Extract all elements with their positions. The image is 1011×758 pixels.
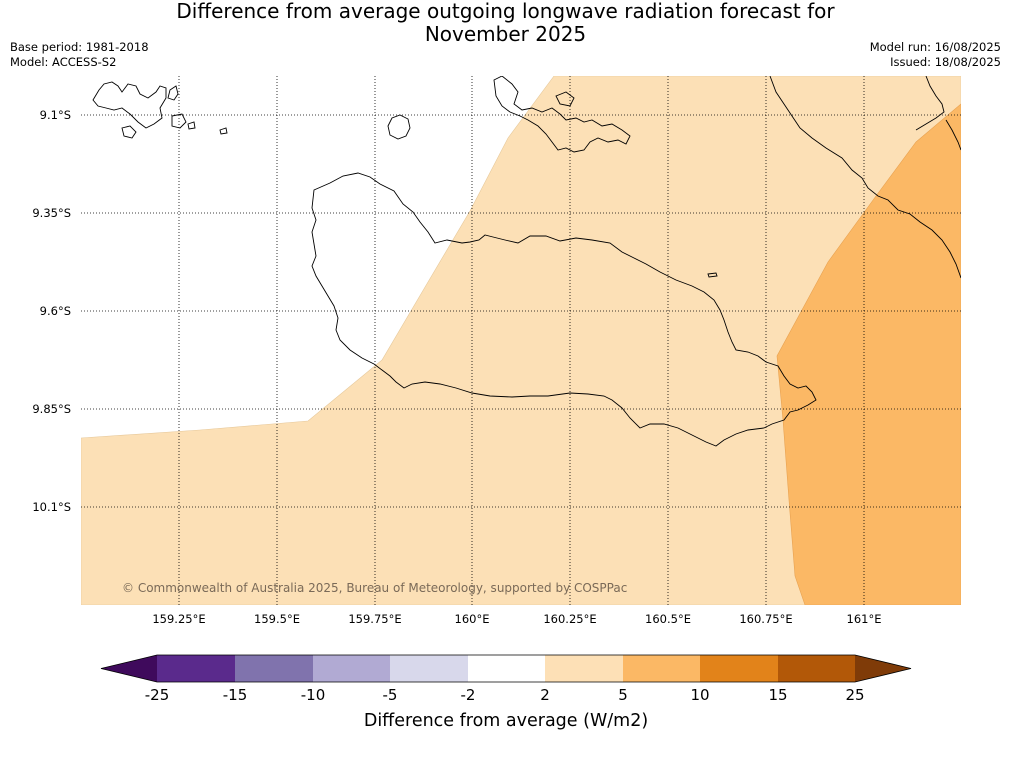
lat-label: 9.35°S <box>32 206 71 220</box>
island-cluster-nw <box>92 81 167 129</box>
base-period-text: Base period: 1981-2018 <box>10 40 149 54</box>
issued-text: Issued: 18/08/2025 <box>890 55 1001 69</box>
colorbar-tick: -15 <box>223 686 248 704</box>
island-round <box>387 114 411 140</box>
lon-label: 160.5°E <box>645 612 691 626</box>
lat-label: 9.6°S <box>40 304 71 318</box>
lon-label: 159.25°E <box>152 612 205 626</box>
colorbar-outline <box>100 654 912 683</box>
colorbar-tick: -10 <box>301 686 326 704</box>
colorbar-segment <box>700 655 778 682</box>
colorbar-tick: 15 <box>768 686 787 704</box>
lon-label: 161°E <box>847 612 882 626</box>
colorbar-tick: 5 <box>618 686 628 704</box>
meta-left: Base period: 1981-2018 Model: ACCESS-S2 <box>10 40 149 70</box>
title-line-2: November 2025 <box>424 22 587 46</box>
island-cluster-n <box>493 76 631 153</box>
lat-label: 10.1°S <box>32 500 71 514</box>
anomaly-region-5-to-10 <box>776 103 961 605</box>
colorbar-segment <box>157 655 235 682</box>
islet-small <box>707 272 718 278</box>
colorbar-segment <box>623 655 700 682</box>
island-coastline-ne-3 <box>945 119 961 151</box>
colorbar-segment <box>390 655 468 682</box>
lat-label: 9.85°S <box>32 402 71 416</box>
colorbar-ticks: -25 -15 -10 -5 -2 2 5 10 15 25 <box>145 686 865 704</box>
anomaly-region-2-to-5 <box>81 76 961 605</box>
model-text: Model: ACCESS-S2 <box>10 55 117 69</box>
colorbar-segment <box>778 655 855 682</box>
lon-label: 160°E <box>455 612 490 626</box>
colorbar-segment <box>468 655 545 682</box>
page-title: Difference from average outgoing longwav… <box>0 0 1011 46</box>
lon-label: 159.75°E <box>348 612 401 626</box>
lon-label: 159.5°E <box>254 612 300 626</box>
lon-label: 160.25°E <box>543 612 596 626</box>
colorbar-tick: -2 <box>461 686 476 704</box>
colorbar-tick: -5 <box>383 686 398 704</box>
model-run-text: Model run: 16/08/2025 <box>869 40 1001 54</box>
island-cluster-nw-2 <box>167 85 179 101</box>
lat-label: 9.1°S <box>40 108 71 122</box>
island-cluster-nw-3 <box>171 113 187 129</box>
lat-labels: 9.1°S 9.35°S 9.6°S 9.85°S 10.1°S <box>32 108 71 514</box>
island-cluster-nw-4 <box>121 125 137 139</box>
island-cluster-nw-6 <box>187 121 196 130</box>
gridlines <box>81 76 961 605</box>
colorbar-tick: 10 <box>690 686 709 704</box>
island-coastline-ne <box>769 76 961 279</box>
lon-labels: 159.25°E 159.5°E 159.75°E 160°E 160.25°E… <box>152 612 881 626</box>
colorbar-tick: 2 <box>540 686 550 704</box>
colorbar-tick: -25 <box>145 686 170 704</box>
island-coastline-main <box>311 172 817 447</box>
colorbar-title: Difference from average (W/m2) <box>364 711 648 731</box>
colorbar-segment <box>235 655 313 682</box>
copyright-text: © Commonwealth of Australia 2025, Bureau… <box>122 581 627 595</box>
island-cluster-n-2 <box>555 91 575 107</box>
title-line-1: Difference from average outgoing longwav… <box>176 0 835 23</box>
map-panel: © Commonwealth of Australia 2025, Bureau… <box>81 76 961 605</box>
colorbar: -25 -15 -10 -5 -2 2 5 10 15 25 Differenc… <box>100 654 912 731</box>
colorbar-segment <box>313 655 390 682</box>
island-coastline-ne-2 <box>915 76 945 131</box>
colorbar-extend-max <box>855 655 911 682</box>
meta-right: Model run: 16/08/2025 Issued: 18/08/2025 <box>870 40 1001 70</box>
island-cluster-nw-5 <box>219 127 228 135</box>
colorbar-tick: 25 <box>845 686 864 704</box>
colorbar-extend-min <box>101 655 157 682</box>
lon-label: 160.75°E <box>739 612 792 626</box>
colorbar-segment <box>545 655 623 682</box>
